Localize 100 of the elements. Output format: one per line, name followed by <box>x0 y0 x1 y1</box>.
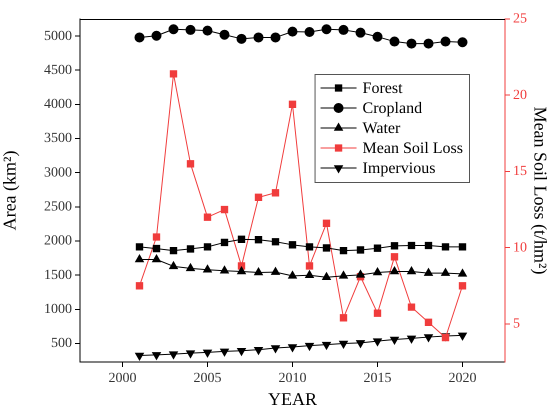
point <box>458 268 467 277</box>
point <box>441 268 450 276</box>
point <box>356 340 365 348</box>
y2-tick-label: 20 <box>513 88 527 103</box>
point <box>408 303 416 311</box>
y-tick-label: 500 <box>51 336 72 352</box>
point <box>186 263 195 272</box>
point <box>203 264 212 273</box>
point <box>424 268 433 276</box>
point <box>169 261 178 270</box>
point <box>458 37 468 48</box>
point <box>203 350 212 358</box>
point <box>288 270 297 279</box>
point <box>271 267 280 275</box>
point <box>322 272 331 280</box>
point <box>340 246 348 254</box>
point <box>372 32 382 42</box>
point <box>288 344 297 352</box>
point <box>356 246 364 254</box>
point <box>408 242 416 250</box>
point <box>272 189 280 196</box>
legend-label: Forest <box>362 80 404 98</box>
point <box>305 270 314 278</box>
legend-label: Cropland <box>362 100 422 118</box>
point <box>220 206 228 214</box>
point <box>407 266 416 274</box>
point <box>204 213 212 221</box>
point <box>339 340 348 349</box>
point <box>374 244 382 252</box>
point <box>424 242 432 250</box>
point <box>304 26 314 37</box>
y-tick-label: 5000 <box>44 28 72 44</box>
point <box>152 244 160 252</box>
point <box>356 270 365 278</box>
point <box>288 100 296 108</box>
point <box>236 34 246 44</box>
point <box>390 242 398 250</box>
point <box>390 266 399 274</box>
y2-tick-label: 25 <box>513 12 527 27</box>
point <box>135 254 144 262</box>
point <box>374 310 382 317</box>
point <box>202 26 212 36</box>
point <box>390 253 398 260</box>
point <box>458 243 466 251</box>
point <box>322 342 331 350</box>
point <box>169 351 178 360</box>
point <box>237 348 246 356</box>
point <box>254 236 262 244</box>
point <box>220 348 229 356</box>
point <box>390 36 400 47</box>
point <box>254 194 262 202</box>
point <box>204 243 212 251</box>
point <box>442 243 450 251</box>
y-tick-label: 1500 <box>44 268 72 283</box>
point <box>272 238 280 246</box>
y2-axis-title: Mean Soil Loss (t/hm²) <box>530 106 550 274</box>
point <box>306 243 314 251</box>
point <box>152 352 161 360</box>
x-tick-label: 2000 <box>108 371 136 386</box>
point <box>254 32 264 42</box>
y-tick-label: 4500 <box>44 62 72 78</box>
point <box>186 160 194 168</box>
point <box>170 70 178 78</box>
point <box>306 262 314 270</box>
point <box>288 241 296 248</box>
y2-tick-label: 15 <box>513 164 527 180</box>
y-axis-title: Area (km²) <box>0 150 20 230</box>
point <box>322 220 330 227</box>
point <box>440 36 450 47</box>
y-tick-label: 1000 <box>44 302 72 318</box>
point <box>356 28 366 38</box>
point <box>424 38 434 49</box>
point <box>322 244 330 252</box>
point <box>339 270 348 279</box>
x-tick-label: 2020 <box>448 371 476 386</box>
y-tick-label: 2000 <box>44 234 72 249</box>
point <box>373 267 382 276</box>
legend-label: Mean Soil Loss <box>362 140 464 158</box>
point <box>168 24 178 34</box>
y-tick-label: 3500 <box>44 131 72 146</box>
y-tick-label: 3000 <box>44 165 72 180</box>
x-tick-label: 2010 <box>278 371 306 386</box>
point <box>338 24 348 35</box>
point <box>220 238 228 246</box>
point <box>152 254 161 262</box>
point <box>305 342 314 351</box>
x-axis-title: YEAR <box>268 388 317 409</box>
point <box>170 246 178 254</box>
point <box>270 32 280 42</box>
y-tick-label: 4000 <box>44 97 72 112</box>
legend-label: Impervious <box>362 160 436 178</box>
point <box>390 336 399 344</box>
y2-tick-label: 10 <box>513 240 527 256</box>
point <box>458 282 466 290</box>
point <box>271 345 280 353</box>
point <box>322 24 332 34</box>
point <box>407 336 416 344</box>
point <box>186 24 196 35</box>
point <box>238 236 246 244</box>
point <box>424 318 432 326</box>
